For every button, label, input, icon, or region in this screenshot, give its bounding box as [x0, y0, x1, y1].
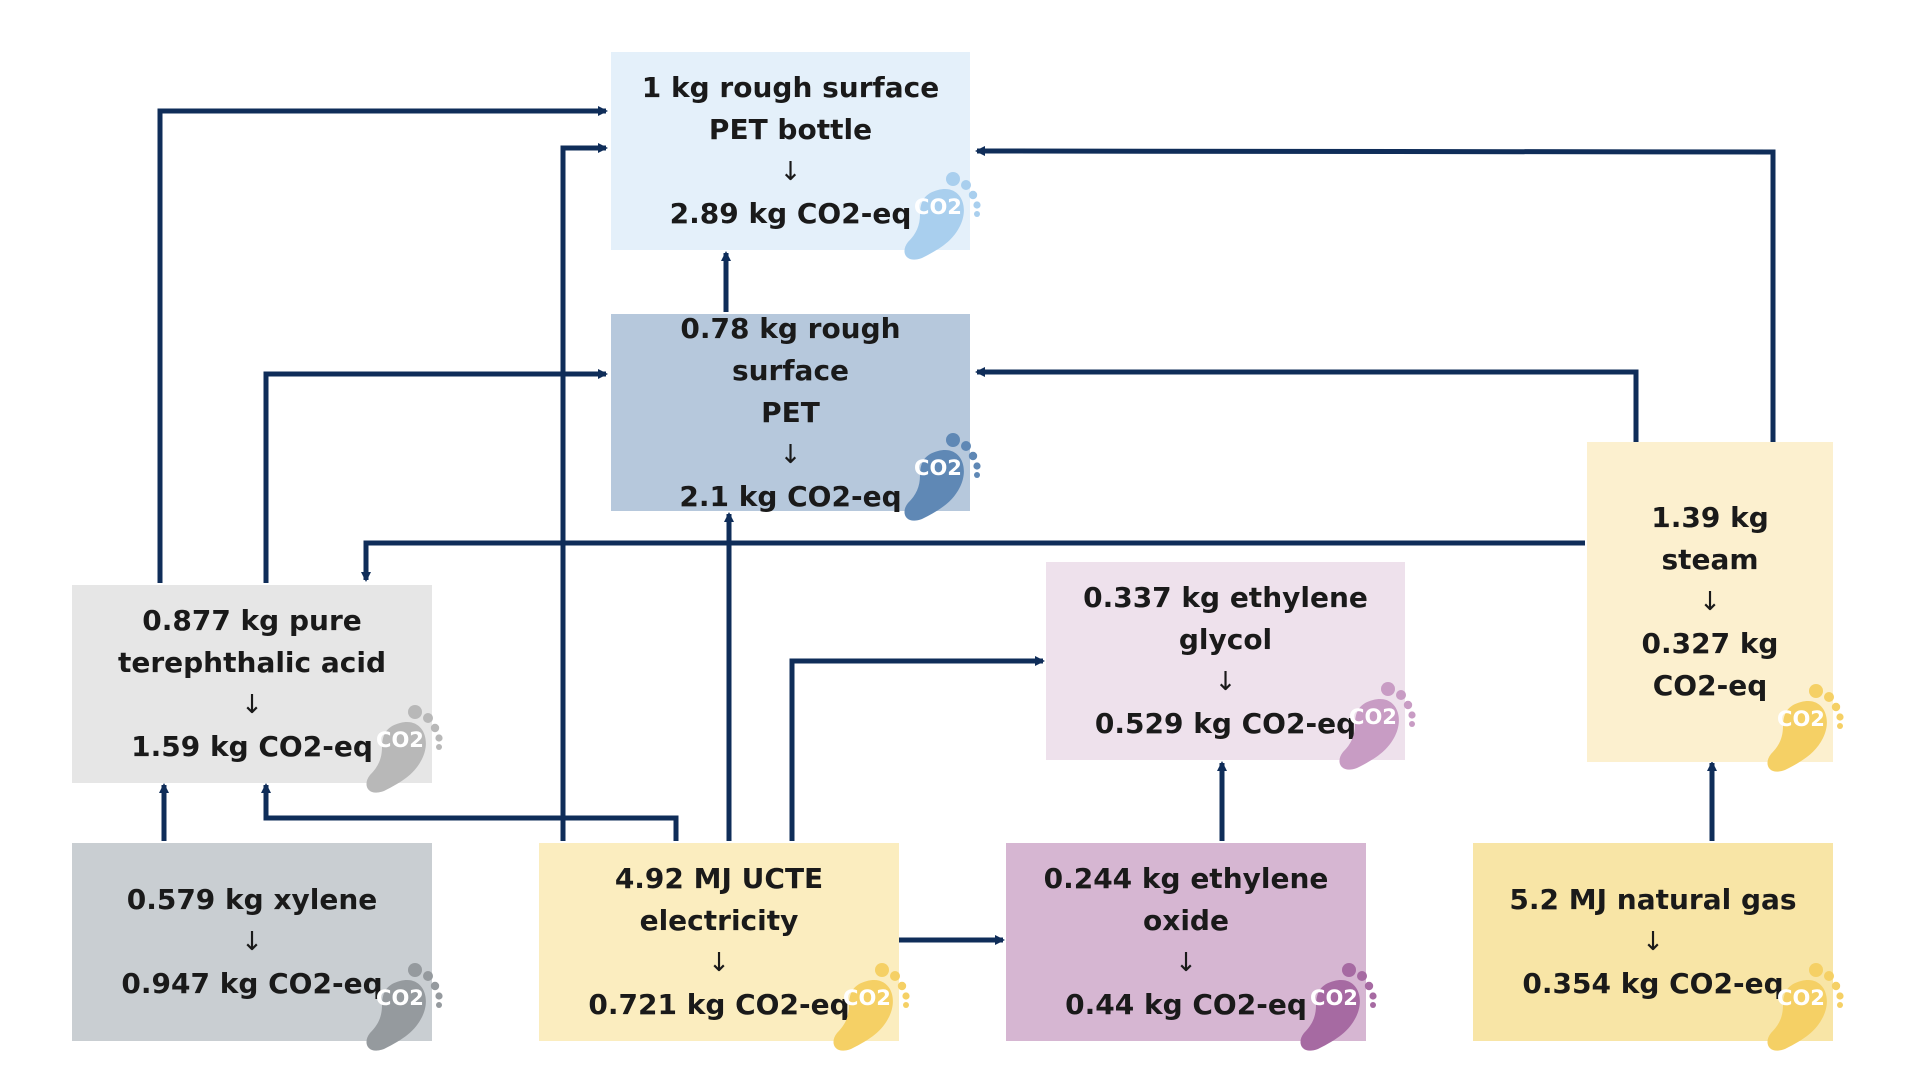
- down-arrow-icon: ↓: [779, 439, 802, 470]
- co2-footprint-icon: CO2: [1767, 684, 1844, 772]
- node-title: 0.877 kg pure: [142, 604, 362, 637]
- node-ethylene-glycol: 0.337 kg ethylene glycol ↓ 0.529 kg CO2-…: [1046, 562, 1416, 770]
- connector-steam-to-pet-bottle: [975, 146, 1776, 442]
- node-value: 0.327 kg CO2-eq: [1641, 627, 1779, 702]
- svg-text:CO2: CO2: [914, 195, 962, 219]
- node-value: 0.44 kg CO2-eq: [1065, 988, 1307, 1021]
- node-value: 0.947 kg CO2-eq: [121, 967, 383, 1000]
- node-pet: 0.78 kg rough surface PET ↓ 2.1 kg CO2-e…: [611, 312, 981, 521]
- node-natural-gas: 5.2 MJ natural gas ↓ 0.354 kg CO2-eq CO2: [1473, 843, 1844, 1051]
- connector-steam-to-pta: [361, 540, 1585, 582]
- node-value: 0.354 kg CO2-eq: [1522, 967, 1784, 1000]
- co2-footprint-icon: CO2: [833, 963, 910, 1051]
- node-title: 4.92 MJ UCTE electricity: [614, 862, 824, 937]
- node-title: terephthalic acid: [117, 646, 387, 679]
- node-title: 5.2 MJ natural gas: [1509, 883, 1797, 916]
- node-title: 0.579 kg xylene: [126, 883, 378, 916]
- down-arrow-icon: ↓: [1175, 948, 1197, 978]
- node-title: 0.337 kg ethylene glycol: [1083, 581, 1368, 656]
- connector-steam-to-pet: [975, 367, 1639, 442]
- down-arrow-icon: ↓: [1699, 587, 1721, 617]
- node-steam: 1.39 kg steam ↓ 0.327 kg CO2-eq CO2: [1587, 442, 1844, 772]
- node-ucte-electricity: 4.92 MJ UCTE electricity ↓ 0.721 kg CO2-…: [539, 843, 910, 1051]
- svg-text:CO2: CO2: [914, 456, 962, 480]
- node-xylene: 0.579 kg xylene ↓ 0.947 kg CO2-eq CO2: [72, 843, 443, 1051]
- svg-text:CO2: CO2: [1777, 986, 1825, 1010]
- connector-electricity-to-pet-bottle: [560, 143, 608, 841]
- down-arrow-icon: ↓: [241, 927, 263, 957]
- connector-electricity-to-pta: [261, 783, 679, 841]
- co2-footprint-icon: CO2: [1339, 682, 1416, 770]
- svg-text:CO2: CO2: [1777, 707, 1825, 731]
- co2-footprint-icon: CO2: [366, 963, 443, 1051]
- node-title: 0.78 kg rough surface: [680, 311, 901, 387]
- svg-text:CO2: CO2: [843, 986, 891, 1010]
- node-value: 0.721 kg CO2-eq: [588, 988, 850, 1021]
- svg-text:CO2: CO2: [1310, 986, 1358, 1010]
- node-title: PET bottle: [708, 113, 873, 146]
- node-value: 0.529 kg CO2-eq: [1094, 707, 1357, 740]
- node-pure-terephthalic-acid: 0.877 kg pure terephthalic acid ↓ 1.59 k…: [72, 585, 443, 793]
- connector-pta-to-pet: [263, 369, 608, 583]
- node-ethylene-oxide: 0.244 kg ethylene oxide ↓ 0.44 kg CO2-eq…: [1006, 843, 1377, 1051]
- node-value: 2.89 kg CO2-eq: [669, 197, 912, 230]
- node-value: 1.59 kg CO2-eq: [131, 730, 373, 763]
- node-title: 1 kg rough surface: [641, 71, 940, 104]
- node-title: PET: [761, 395, 820, 429]
- node-pet-bottle: 1 kg rough surface PET bottle ↓ 2.89 kg …: [611, 52, 981, 260]
- node-title: 1.39 kg steam: [1651, 501, 1769, 576]
- down-arrow-icon: ↓: [1214, 667, 1237, 697]
- down-arrow-icon: ↓: [779, 157, 802, 187]
- node-title: 0.244 kg ethylene oxide: [1043, 862, 1329, 937]
- down-arrow-icon: ↓: [708, 948, 730, 978]
- svg-text:CO2: CO2: [376, 728, 424, 752]
- svg-text:CO2: CO2: [376, 986, 424, 1010]
- down-arrow-icon: ↓: [241, 690, 263, 720]
- svg-text:CO2: CO2: [1349, 705, 1397, 729]
- connector-electricity-to-eg: [789, 656, 1045, 841]
- node-value: 2.1 kg CO2-eq: [679, 479, 902, 513]
- co2-footprint-icon: CO2: [1767, 963, 1844, 1051]
- down-arrow-icon: ↓: [1642, 927, 1664, 957]
- co2-footprint-icon: CO2: [904, 172, 981, 260]
- co2-footprint-icon: CO2: [904, 433, 981, 521]
- co2-footprint-icon: CO2: [366, 705, 443, 793]
- co2-footprint-icon: CO2: [1300, 963, 1377, 1051]
- connector-pta-to-pet-bottle: [157, 106, 608, 583]
